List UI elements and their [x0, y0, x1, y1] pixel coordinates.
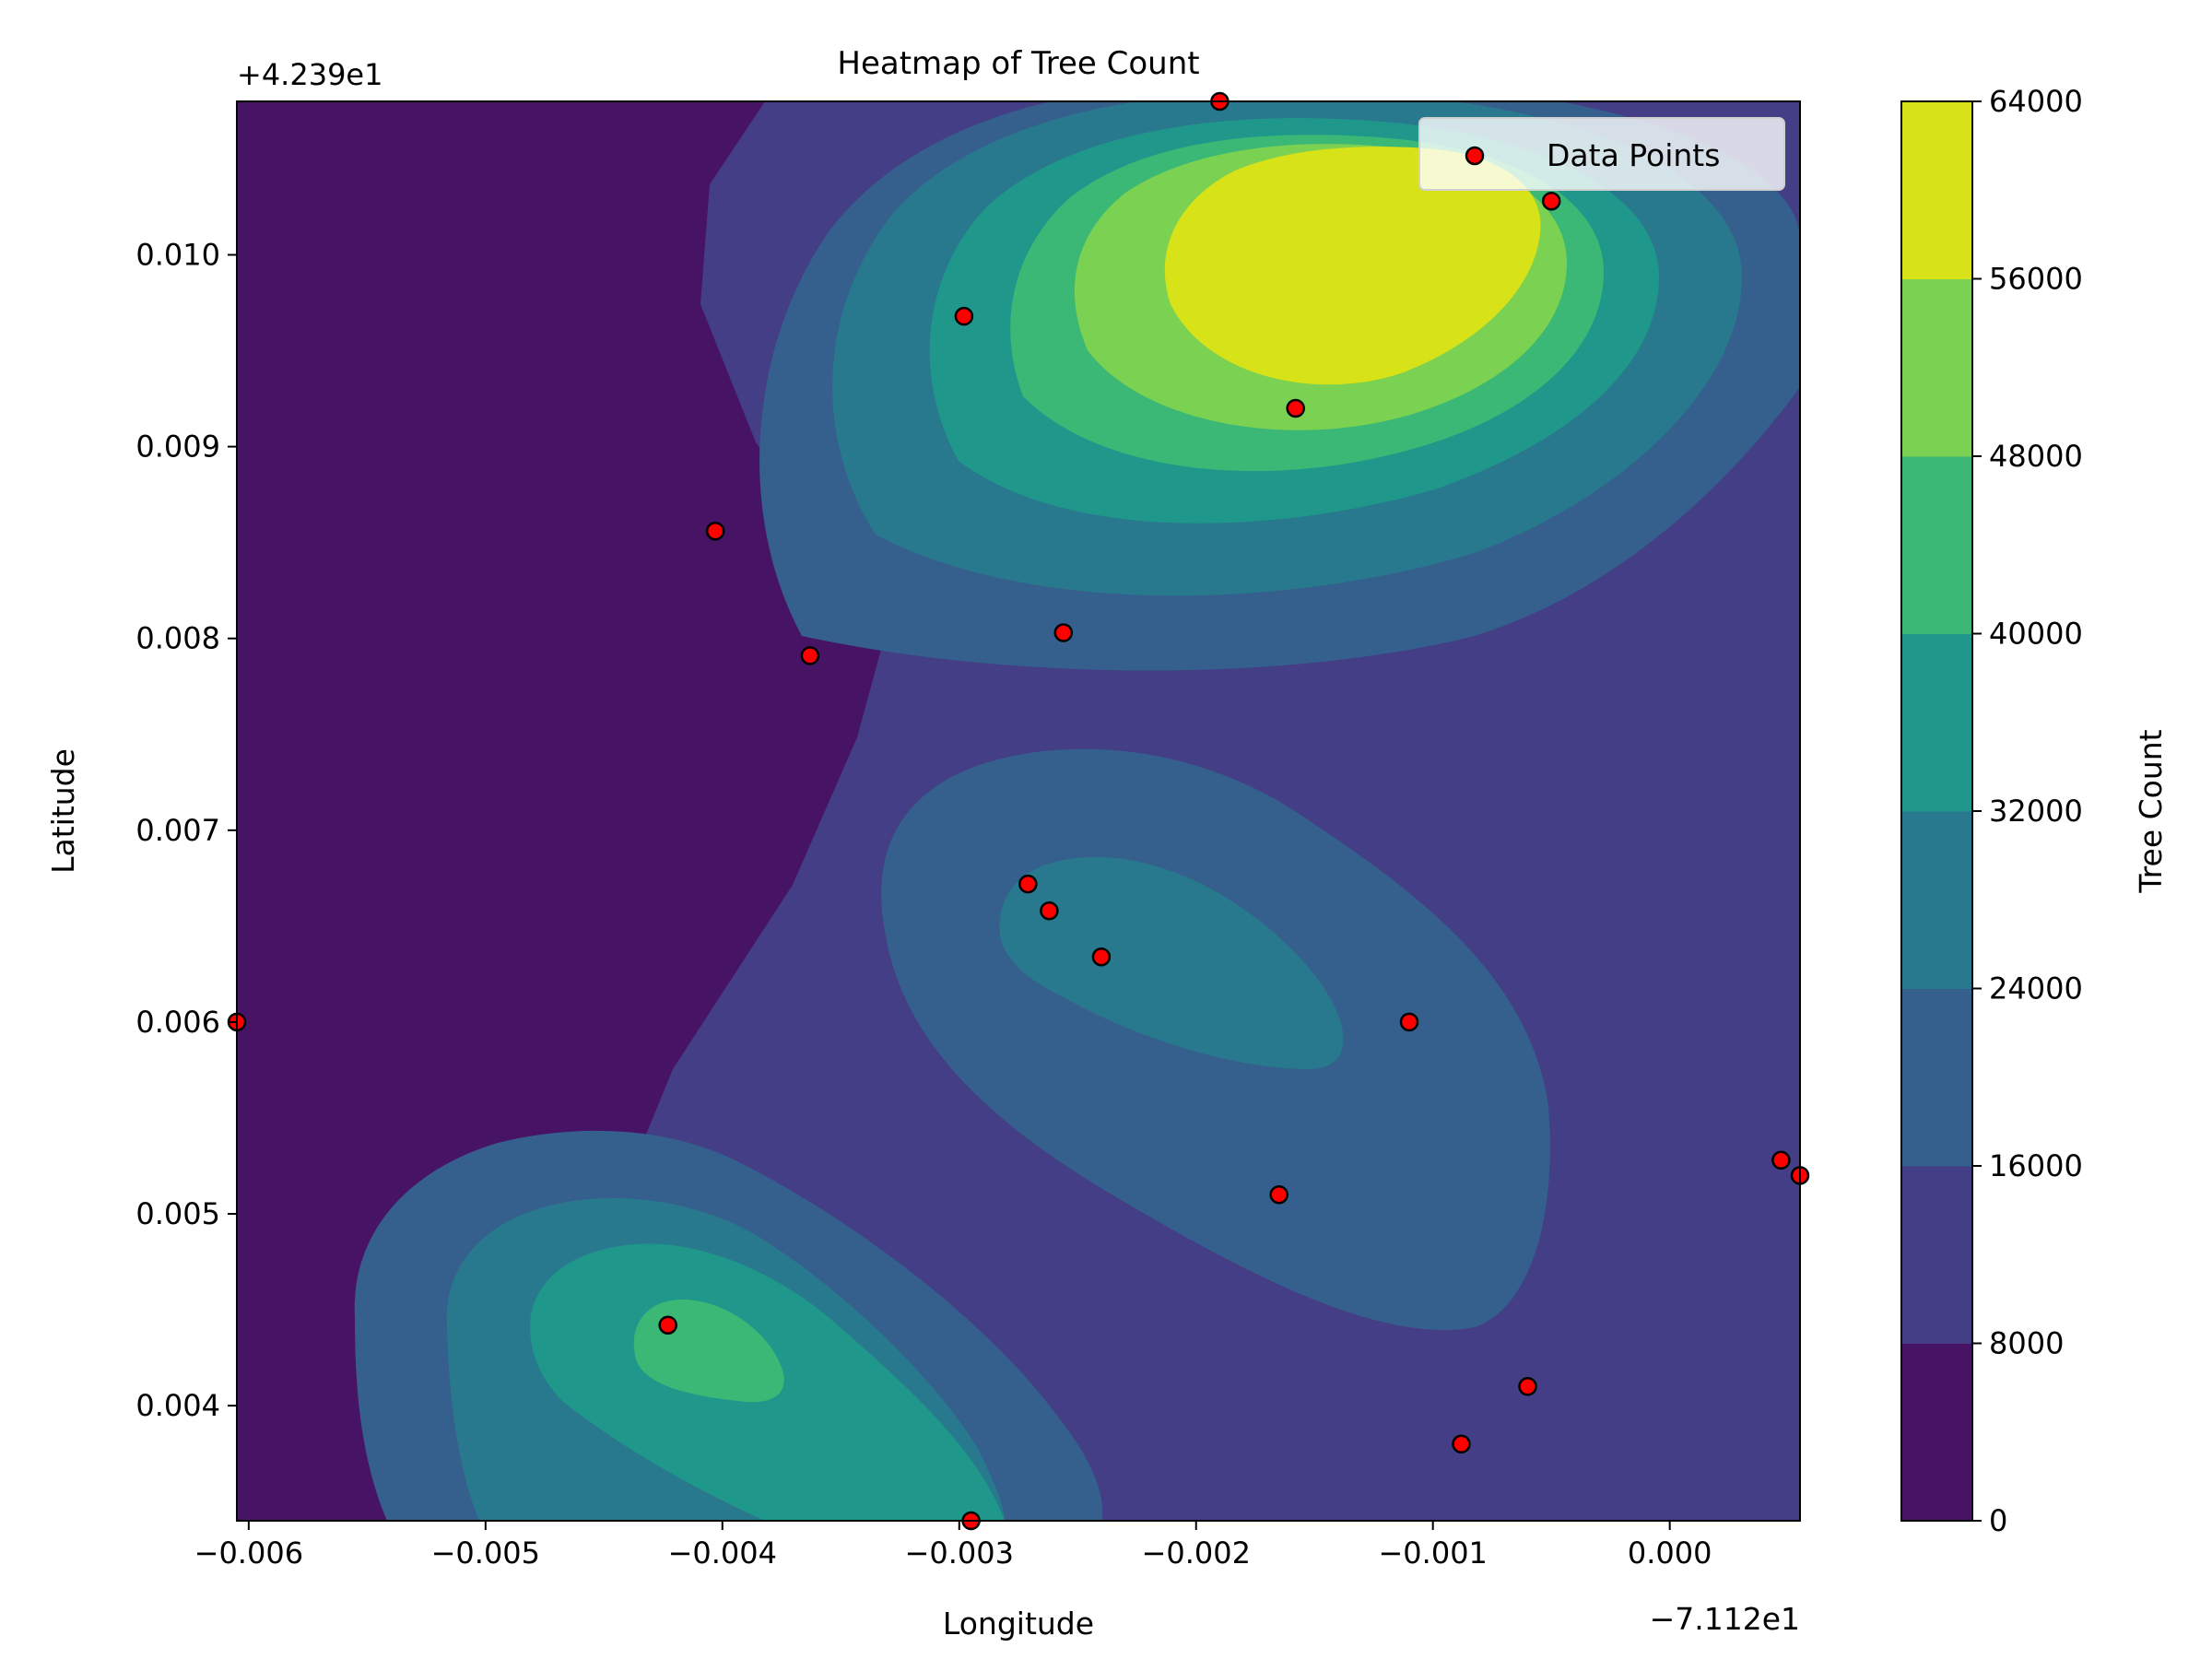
y-offset-label: +4.239e1 [237, 57, 382, 92]
x-tick-label: 0.000 [1628, 1535, 1712, 1571]
y-axis-label: Latitude [45, 748, 81, 874]
legend: Data Points [1418, 117, 1785, 191]
legend-marker-icon [1465, 146, 1485, 166]
x-tick-label: −0.004 [668, 1535, 777, 1571]
x-tick-label: −0.003 [905, 1535, 1014, 1571]
contour-level-7 [1164, 147, 1541, 385]
x-axis-ticks: −0.006 −0.005 −0.004 −0.003 −0.002 −0.001 0.00… [194, 1521, 1712, 1571]
data-point [1771, 1150, 1791, 1171]
y-tick-label: 0.005 [135, 1196, 220, 1231]
plot-frame [236, 100, 1801, 1522]
colorbar-ticks: 0 8000 16000 24000 32000 40000 48000 56000 64000 [1972, 84, 2083, 1538]
colorbar-tick-label: 8000 [1989, 1326, 2064, 1361]
colorbar-band [1901, 1343, 1972, 1522]
colorbar-band [1901, 278, 1972, 457]
colorbar [1901, 101, 1972, 1522]
data-point [705, 521, 725, 541]
data-point [1040, 900, 1059, 921]
y-axis-ticks: 0.004 0.005 0.006 0.007 0.008 0.009 0.010 [135, 237, 237, 1423]
colorbar-band [1901, 988, 1972, 1167]
colorbar-tick-label: 24000 [1989, 971, 2083, 1006]
x-tick-label: −0.006 [194, 1535, 303, 1571]
colorbar-band [1901, 101, 1972, 279]
data-point [800, 646, 820, 665]
x-axis-label: Longitude [943, 1606, 1094, 1641]
colorbar-tick-label: 64000 [1989, 84, 2083, 119]
data-point [1518, 1377, 1537, 1396]
contour-level-3 [999, 857, 1344, 1069]
data-point [1541, 191, 1561, 211]
y-tick-label: 0.010 [135, 237, 220, 272]
legend-box [1418, 117, 1785, 191]
colorbar-tick-label: 0 [1989, 1503, 2007, 1538]
y-tick-label: 0.006 [135, 1005, 220, 1040]
y-tick-label: 0.008 [135, 621, 220, 656]
colorbar-tick-label: 48000 [1989, 439, 2083, 474]
legend-label: Data Points [1547, 137, 1720, 173]
colorbar-label: Tree Count [2133, 729, 2169, 893]
colorbar-tick-label: 56000 [1989, 262, 2083, 297]
data-point [1091, 947, 1112, 967]
x-tick-label: −0.002 [1142, 1535, 1251, 1571]
data-point [1399, 1012, 1419, 1032]
colorbar-band [1901, 456, 1972, 634]
x-tick-label: −0.001 [1378, 1535, 1487, 1571]
data-point [1053, 623, 1074, 642]
colorbar-tick-label: 16000 [1989, 1148, 2083, 1183]
contour-fill [237, 101, 1800, 1521]
data-point [1269, 1184, 1288, 1205]
colorbar-tick-label: 32000 [1989, 794, 2083, 829]
data-point [954, 306, 974, 326]
data-point [658, 1315, 677, 1335]
colorbar-band [1901, 633, 1972, 812]
data-point [1286, 398, 1305, 418]
y-tick-label: 0.004 [135, 1388, 220, 1423]
chart-title: Heatmap of Tree Count [837, 45, 1199, 82]
colorbar-band [1901, 811, 1972, 989]
colorbar-tick-label: 40000 [1989, 617, 2083, 652]
colorbar-band [1901, 1166, 1972, 1344]
x-tick-label: −0.005 [431, 1535, 540, 1571]
x-offset-label: −7.112e1 [1650, 1601, 1800, 1637]
data-point [1452, 1434, 1471, 1454]
y-tick-label: 0.009 [135, 429, 220, 465]
y-tick-label: 0.007 [135, 813, 220, 848]
data-point [1018, 874, 1038, 894]
